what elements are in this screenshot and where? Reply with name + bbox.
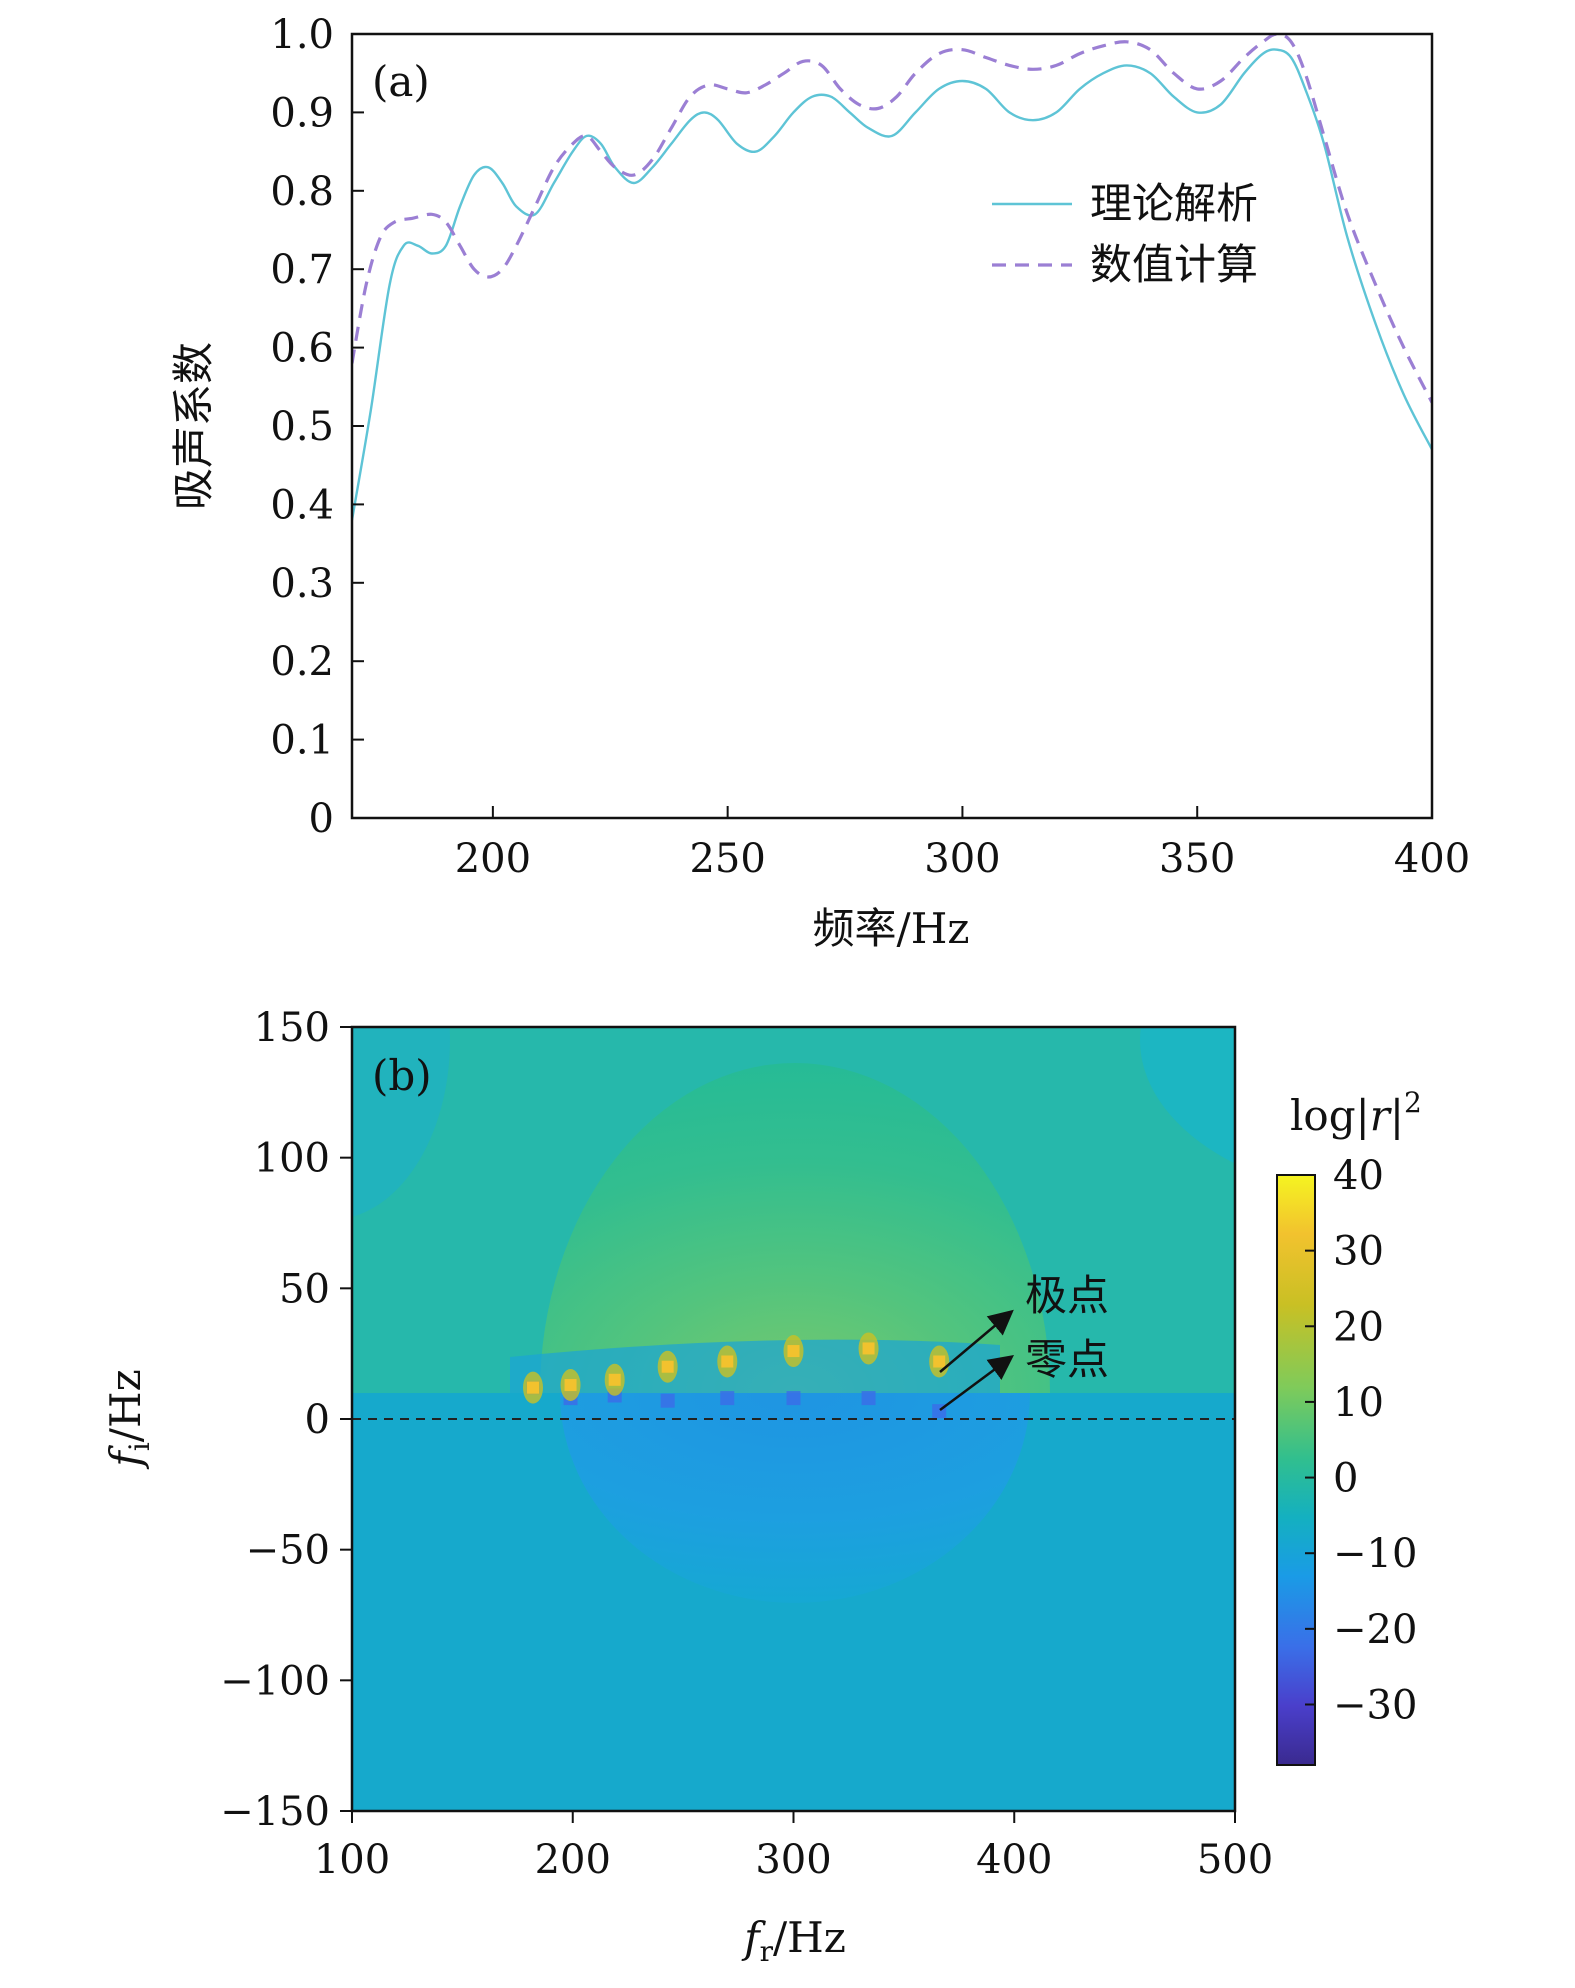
pole-marker bbox=[661, 1360, 674, 1373]
annotation-zero-label: 零点 bbox=[1025, 1335, 1109, 1384]
pole-marker bbox=[527, 1381, 540, 1394]
panel-b-x-axis-title: fr/Hz bbox=[741, 1913, 846, 1968]
colorbar-title: log|r|2 bbox=[1290, 1086, 1422, 1140]
y-tick-label: 0 bbox=[309, 796, 334, 842]
x-tick-label: 500 bbox=[1197, 1837, 1273, 1883]
y-axis-unit: /Hz bbox=[101, 1369, 150, 1442]
panel-a: 200 250 300 350 400 0 0.1 0.2 0.3 0.4 0.5 0.6 0.7 0.… bbox=[169, 12, 1470, 953]
y-tick-label: 0.1 bbox=[270, 718, 334, 764]
y-tick-label: 0.2 bbox=[270, 639, 334, 685]
x-tick-label: 300 bbox=[755, 1837, 831, 1883]
pole-marker bbox=[862, 1342, 875, 1355]
y-tick-label: 0.5 bbox=[270, 404, 334, 450]
x-tick-label: 250 bbox=[689, 836, 765, 882]
x-tick-label: 400 bbox=[1394, 836, 1470, 882]
x-axis-unit: /Hz bbox=[773, 1913, 846, 1962]
panel-a-label: (a) bbox=[372, 57, 430, 106]
pole-marker bbox=[721, 1355, 734, 1368]
panel-a-legend: 理论解析 数值计算 bbox=[992, 179, 1258, 289]
y-tick-label: 0.6 bbox=[270, 326, 334, 372]
heatmap-field bbox=[352, 1027, 1235, 1811]
y-tick-label: 0.4 bbox=[270, 482, 334, 528]
annotation-zero-arrow bbox=[939, 1355, 1015, 1412]
colorbar-tick-label: −10 bbox=[1333, 1531, 1417, 1577]
colorbar-title-sup: 2 bbox=[1404, 1086, 1422, 1119]
heatmap-upper-right-region bbox=[1140, 1027, 1235, 1164]
colorbar-title-log: log| bbox=[1290, 1091, 1370, 1140]
y-tick-label: −150 bbox=[220, 1789, 330, 1835]
colorbar-tick-label: 10 bbox=[1333, 1380, 1384, 1426]
colorbar-tick-label: 20 bbox=[1333, 1304, 1384, 1350]
heatmap-zero-bowl bbox=[560, 1393, 1030, 1603]
panel-a-frame bbox=[350, 32, 1434, 820]
colorbar-gradient bbox=[1276, 1174, 1316, 1766]
panel-a-x-ticks: 200 250 300 350 400 bbox=[455, 806, 1470, 882]
panel-a-x-axis-title: 频率/Hz bbox=[813, 904, 970, 953]
colorbar-tick-label: −30 bbox=[1333, 1682, 1417, 1728]
panel-a-y-axis-title: 吸声系数 bbox=[169, 342, 218, 510]
x-tick-label: 300 bbox=[924, 836, 1000, 882]
colorbar-tick-label: 40 bbox=[1333, 1153, 1384, 1199]
legend-label-numerical: 数值计算 bbox=[1090, 240, 1258, 289]
pole-marker bbox=[564, 1379, 577, 1392]
heatmap-pole-dome bbox=[540, 1063, 1050, 1393]
legend-label-theory: 理论解析 bbox=[1090, 179, 1258, 228]
panel-b-y-axis-title: fi/Hz bbox=[101, 1369, 156, 1469]
colorbar-tick-label: 0 bbox=[1333, 1456, 1358, 1502]
x-tick-label: 200 bbox=[455, 836, 531, 882]
zero-marker bbox=[720, 1391, 735, 1406]
y-axis-subscript: i bbox=[123, 1442, 156, 1451]
series-line-numerical bbox=[352, 34, 1432, 404]
heatmap-poles bbox=[523, 1332, 950, 1404]
pole-marker bbox=[608, 1373, 621, 1386]
colorbar-tick-label: −20 bbox=[1333, 1607, 1417, 1653]
y-tick-label: −50 bbox=[246, 1528, 330, 1574]
panel-b-label: (b) bbox=[372, 1051, 432, 1100]
y-tick-label: 0.9 bbox=[270, 90, 334, 136]
colorbar: log|r|2 40 30 20 10 0 −10 −20 −30 bbox=[1276, 1086, 1422, 1766]
y-tick-label: 100 bbox=[254, 1136, 330, 1182]
colorbar-title-bar: | bbox=[1390, 1091, 1404, 1140]
annotation-pole-label: 极点 bbox=[1025, 1271, 1109, 1320]
y-tick-label: 50 bbox=[279, 1266, 330, 1312]
x-tick-label: 100 bbox=[314, 1837, 390, 1883]
panel-a-y-ticks: 0 0.1 0.2 0.3 0.4 0.5 0.6 0.7 0.8 0.9 1.0 bbox=[270, 12, 364, 842]
panel-b-x-ticks: 100 200 300 400 500 bbox=[314, 1811, 1273, 1883]
annotation-pole-arrow bbox=[939, 1309, 1014, 1373]
x-tick-label: 350 bbox=[1159, 836, 1235, 882]
colorbar-title-var: r bbox=[1370, 1091, 1393, 1140]
x-tick-label: 400 bbox=[976, 1837, 1052, 1883]
y-tick-label: 1.0 bbox=[270, 12, 334, 58]
x-tick-label: 200 bbox=[535, 1837, 611, 1883]
series-line-theory bbox=[352, 48, 1432, 521]
y-tick-label: 0.8 bbox=[270, 169, 334, 215]
heatmap-upper-left-region bbox=[352, 1027, 450, 1217]
colorbar-tick-label: 30 bbox=[1333, 1229, 1384, 1275]
pole-marker bbox=[933, 1355, 946, 1368]
y-tick-label: −100 bbox=[220, 1658, 330, 1704]
y-tick-label: 0.7 bbox=[270, 247, 334, 293]
y-tick-label: 0.3 bbox=[270, 561, 334, 607]
zero-marker bbox=[786, 1391, 801, 1406]
panel-b-annotations: 极点 零点 bbox=[939, 1271, 1109, 1412]
zero-marker bbox=[861, 1391, 876, 1406]
panel-a-series bbox=[352, 34, 1432, 521]
panel-b-y-ticks: 150 100 50 0 −50 −100 −150 bbox=[220, 1005, 352, 1835]
y-tick-label: 0 bbox=[305, 1397, 330, 1443]
y-tick-label: 150 bbox=[254, 1005, 330, 1051]
x-axis-subscript: r bbox=[760, 1935, 774, 1968]
colorbar-ticks: 40 30 20 10 0 −10 −20 −30 bbox=[1305, 1153, 1417, 1728]
pole-marker bbox=[787, 1345, 800, 1358]
zero-marker bbox=[660, 1393, 675, 1408]
